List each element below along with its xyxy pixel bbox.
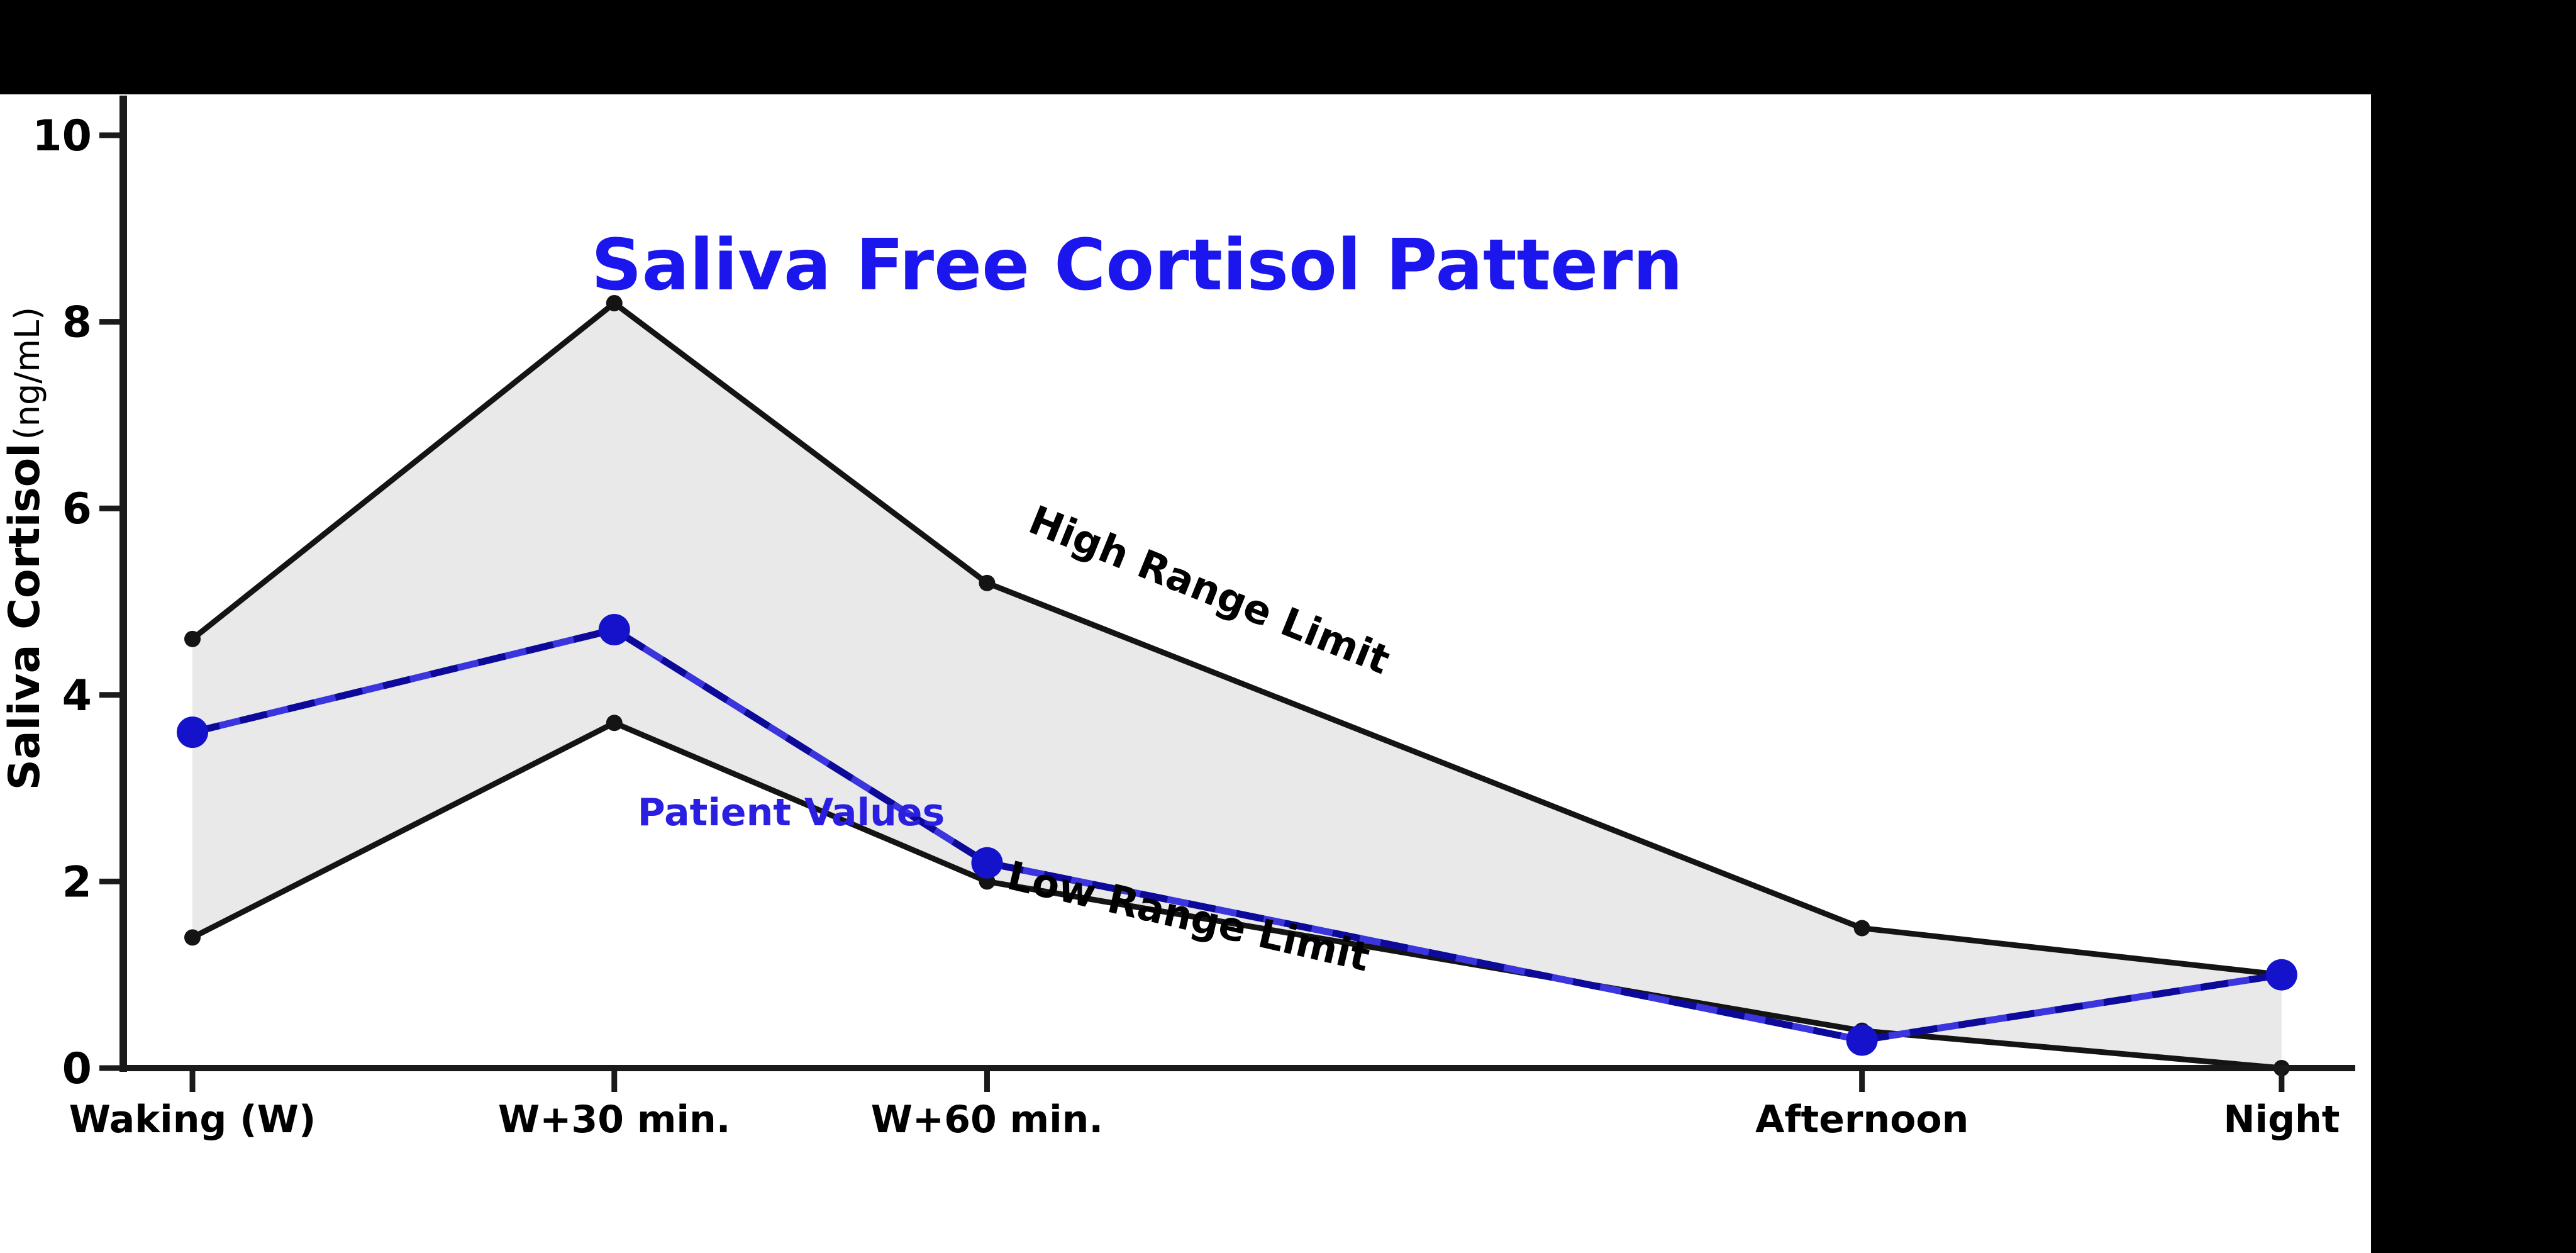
y-tick-label: 0 [62, 1044, 92, 1094]
high-range-vertex-marker [979, 574, 996, 591]
low-range-vertex-marker [606, 715, 623, 732]
x-tick-label: W+30 min. [498, 1098, 730, 1142]
series-layer [177, 294, 2297, 1076]
low-range-vertex-marker [184, 929, 201, 946]
y-tick-label: 10 [32, 111, 92, 161]
x-tick-label: Night [2223, 1098, 2340, 1142]
x-tick-label: Afternoon [1755, 1098, 1968, 1142]
annotation-patient-values: Patient Values [638, 791, 945, 835]
high-range-vertex-marker [1853, 920, 1870, 937]
patient-data-point [177, 716, 209, 749]
patient-data-point [971, 847, 1003, 879]
patient-data-point [598, 613, 630, 645]
x-tick-label: Waking (W) [69, 1098, 316, 1142]
right-letterbox-bar [2371, 0, 2576, 1253]
y-tick-label: 8 [62, 298, 92, 348]
y-axis-title-unit: (ng/mL) [8, 307, 47, 440]
chart-title: Saliva Free Cortisol Pattern [591, 225, 1683, 306]
patient-data-point [2265, 959, 2297, 991]
y-axis-title-main: Saliva Cortisol [0, 443, 50, 790]
y-tick-label: 2 [62, 857, 92, 907]
y-axis-title: Saliva Cortisol (ng/mL) [0, 307, 50, 790]
top-letterbox-bar [0, 0, 2576, 94]
patient-data-point [1846, 1024, 1878, 1056]
high-range-vertex-marker [606, 294, 623, 311]
x-tick-label: W+60 min. [871, 1098, 1103, 1142]
reference-band-layer [192, 303, 2282, 1069]
y-tick-label: 4 [62, 671, 92, 721]
axes-layer: 0 2 4 6 8 10 Waking (W) W+30 min. W+60 min. After… [32, 96, 2355, 1142]
y-tick-label: 6 [62, 484, 92, 534]
high-range-vertex-marker [184, 630, 201, 647]
reference-range-band [192, 303, 2282, 1069]
